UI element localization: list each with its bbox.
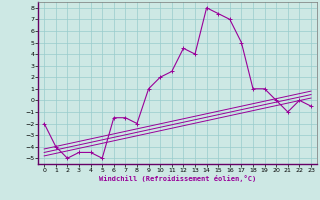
- X-axis label: Windchill (Refroidissement éolien,°C): Windchill (Refroidissement éolien,°C): [99, 175, 256, 182]
